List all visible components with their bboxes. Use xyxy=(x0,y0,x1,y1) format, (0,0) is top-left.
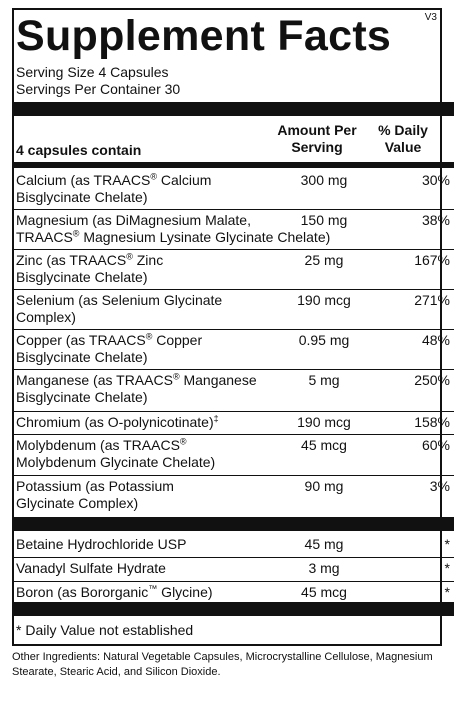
ingredient-name: Vanadyl Sulfate Hydrate xyxy=(16,560,296,577)
daily-value-percent: 271% xyxy=(414,292,450,308)
thick-divider-2 xyxy=(12,517,454,531)
amount-per-serving: 190 mcg xyxy=(297,414,351,430)
nutrient-name-text: Selenium (as Selenium Glycinate xyxy=(16,292,223,308)
daily-value-percent: 167% xyxy=(414,252,450,268)
trademark-mark: ‡ xyxy=(213,413,219,424)
nutrient-name: Chromium (as O-polynicotinate)‡ xyxy=(16,414,296,431)
nutrient-name-text: Bisglycinate Chelate) xyxy=(16,389,148,405)
daily-value-percent: * xyxy=(444,560,450,576)
row-divider xyxy=(12,289,454,290)
nutrient-name: Selenium (as Selenium Glycinate Complex) xyxy=(16,292,296,326)
amount-per-serving: 190 mcg xyxy=(297,292,351,308)
servings-per-container: Servings Per Container 30 xyxy=(16,81,181,97)
serving-size: Serving Size 4 Capsules xyxy=(16,64,169,80)
nutrient-name: Manganese (as TRAACS® Manganese Bisglycin… xyxy=(16,372,296,406)
trademark-mark: ™ xyxy=(148,583,158,594)
nutrient-name: Magnesium (as DiMagnesium Malate, TRAACS®… xyxy=(16,212,330,246)
nutrient-name-text: Zinc (as TRAACS xyxy=(16,252,127,268)
version-label: V3 xyxy=(424,12,437,23)
daily-value-percent: 3% xyxy=(429,478,450,494)
trademark-mark: ® xyxy=(126,251,133,262)
amount-per-serving: 25 mg xyxy=(304,252,344,268)
nutrient-name-text: Potassium (as Potassium xyxy=(16,478,174,494)
ingredient-name: Boron (as Bororganic™ Glycine) xyxy=(16,584,296,601)
amount-per-serving-heading: Amount Per Serving xyxy=(277,122,357,155)
nutrient-name-text: Complex) xyxy=(16,309,76,325)
nutrient-name-text: Molybdenum (as TRAACS xyxy=(16,437,180,453)
ingredient-name-text: Betaine Hydrochloride USP xyxy=(16,536,187,552)
row-divider xyxy=(12,249,454,250)
amount-per-serving: 150 mg xyxy=(300,212,348,228)
amount-per-serving: 300 mg xyxy=(300,172,348,188)
panel-title: Supplement Facts xyxy=(16,12,392,60)
nutrient-name-text: TRAACS xyxy=(16,229,73,245)
nutrient-name: Zinc (as TRAACS® Zinc Bisglycinate Chelat… xyxy=(16,252,296,286)
supplement-facts-panel: V3 xyxy=(12,8,442,646)
amount-per-serving: 0.95 mg xyxy=(298,332,350,348)
daily-value-percent: 158% xyxy=(414,414,450,430)
row-divider xyxy=(12,434,454,435)
nutrient-name-text: Copper xyxy=(152,332,203,348)
daily-value-heading: % Daily Value xyxy=(378,122,428,155)
row-divider xyxy=(12,329,454,330)
nutrient-name-text: Copper (as TRAACS xyxy=(16,332,146,348)
thick-divider xyxy=(12,102,454,116)
nutrient-name-text: Bisglycinate Chelate) xyxy=(16,269,148,285)
thick-divider-3 xyxy=(12,602,454,616)
nutrient-name-text: Bisglycinate Chelate) xyxy=(16,349,148,365)
nutrient-name: Potassium (as Potassium Glycinate Complex… xyxy=(16,478,296,512)
row-divider xyxy=(12,475,454,476)
trademark-mark: ® xyxy=(179,436,187,447)
nutrient-name-text: Zinc xyxy=(132,252,164,268)
nutrient-name-text: Magnesium Lysinate Glycinate Chelate) xyxy=(79,229,331,245)
nutrient-name: Copper (as TRAACS® Copper Bisglycinate Ch… xyxy=(16,332,296,366)
ingredient-name-text: Boron (as Bororganic xyxy=(16,584,149,600)
nutrient-name-text: Bisglycinate Chelate) xyxy=(16,189,148,205)
amount-per-serving: 45 mcg xyxy=(301,584,347,600)
medium-divider xyxy=(12,162,454,168)
nutrient-name-text: Calcium (as TRAACS xyxy=(16,172,151,188)
row-divider xyxy=(12,557,454,558)
trademark-mark: ® xyxy=(150,171,157,182)
daily-value-percent: * xyxy=(444,536,450,552)
nutrient-name-text: Manganese xyxy=(179,372,257,388)
trademark-mark: ® xyxy=(145,331,153,342)
ingredient-name-text: Glycine) xyxy=(157,584,213,600)
daily-value-percent: 38% xyxy=(421,212,450,228)
ingredient-name: Betaine Hydrochloride USP xyxy=(16,536,296,553)
nutrient-name-text: Magnesium (as DiMagnesium Malate, xyxy=(16,212,251,228)
trademark-mark: ® xyxy=(72,228,80,239)
ingredient-name-text: Vanadyl Sulfate Hydrate xyxy=(16,560,166,576)
amount-per-serving: 45 mg xyxy=(304,536,344,552)
nutrient-name: Calcium (as TRAACS® Calcium Bisglycinate … xyxy=(16,172,296,206)
amount-per-serving: 3 mg xyxy=(308,560,340,576)
daily-value-footnote: * Daily Value not established xyxy=(16,622,194,638)
daily-value-percent: 30% xyxy=(421,172,450,188)
other-ingredients: Other Ingredients: Natural Vegetable Cap… xyxy=(12,651,433,678)
row-divider xyxy=(12,581,454,582)
nutrient-name-text: Molybdenum Glycinate Chelate) xyxy=(16,454,216,470)
nutrient-name-text: Manganese (as TRAACS xyxy=(16,372,173,388)
nutrient-name-text: Calcium xyxy=(156,172,212,188)
amount-per-serving: 90 mg xyxy=(304,478,344,494)
daily-value-percent: 250% xyxy=(414,372,450,388)
nutrient-name-text: Glycinate Complex) xyxy=(16,495,139,511)
nutrient-name: Molybdenum (as TRAACS® Molybdenum Glycina… xyxy=(16,437,296,471)
trademark-mark: ® xyxy=(172,371,180,382)
row-divider xyxy=(12,411,454,412)
daily-value-percent: 48% xyxy=(421,332,450,348)
row-divider xyxy=(12,369,454,370)
amount-per-serving: 45 mcg xyxy=(301,437,347,453)
nutrient-name-text: Chromium (as O-polynicotinate) xyxy=(16,414,214,430)
amount-per-serving: 5 mg xyxy=(308,372,340,388)
daily-value-percent: * xyxy=(444,584,450,600)
row-divider xyxy=(12,209,454,210)
daily-value-percent: 60% xyxy=(421,437,450,453)
capsules-contain-heading: 4 capsules contain xyxy=(16,142,142,158)
